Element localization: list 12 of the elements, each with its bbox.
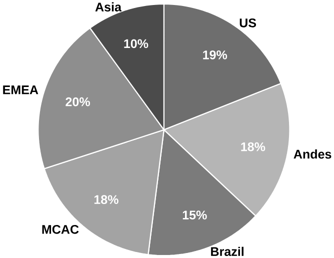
slice-label: US [240, 18, 256, 28]
data-label: 18% [241, 142, 266, 152]
data-label: 19% [203, 50, 228, 60]
data-label: 18% [94, 195, 118, 204]
slice-label: EMEA [3, 85, 38, 94]
slice-label: Brazil [211, 246, 244, 256]
data-label: 20% [66, 97, 90, 106]
slice-label: MCAC [42, 224, 79, 234]
data-label: 15% [182, 210, 207, 220]
slice-label: Andes [294, 149, 332, 158]
slice-label: Asia [95, 2, 122, 12]
data-label: 10% [124, 39, 148, 48]
